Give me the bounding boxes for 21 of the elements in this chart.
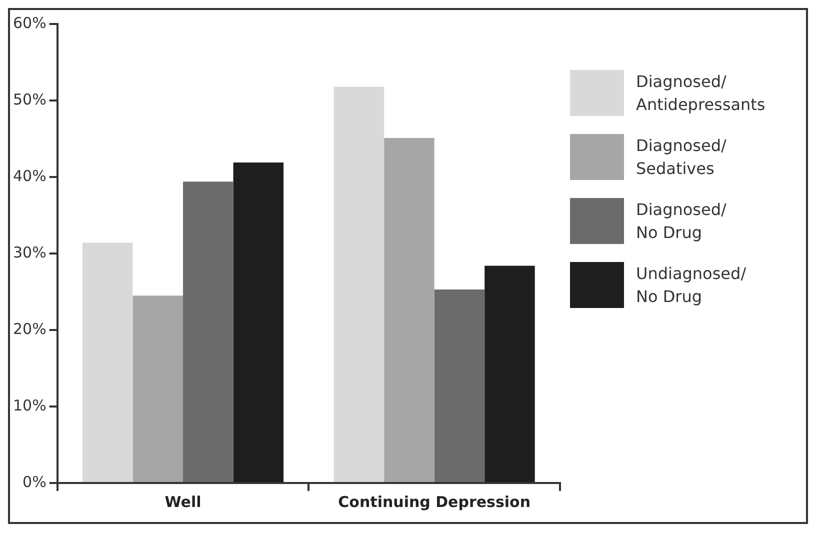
y-tick-label: 60% [12, 14, 46, 32]
bar [384, 138, 434, 482]
bar [82, 242, 133, 482]
x-tick-label: Well [164, 492, 202, 511]
bar [484, 266, 535, 482]
y-tick-label: 0% [22, 472, 46, 491]
y-tick-label: 50% [12, 90, 46, 108]
bar [132, 296, 184, 482]
bar [334, 86, 384, 482]
bar [183, 182, 234, 482]
y-tick-label: 30% [12, 243, 46, 262]
y-tick-label: 10% [12, 396, 46, 414]
y-tick-label: 40% [12, 166, 46, 185]
y-tick-label: 20% [12, 320, 46, 338]
x-tick-label: Continuing Depression [338, 492, 531, 511]
text: Undiagnosed/No Drug [636, 264, 746, 306]
text: Diagnosed/Sedatives [636, 135, 728, 180]
text: Diagnosed/No Drug [636, 200, 726, 242]
bar [233, 162, 284, 482]
text: Diagnosed/Antidepressants [636, 71, 766, 116]
bar [434, 289, 485, 482]
